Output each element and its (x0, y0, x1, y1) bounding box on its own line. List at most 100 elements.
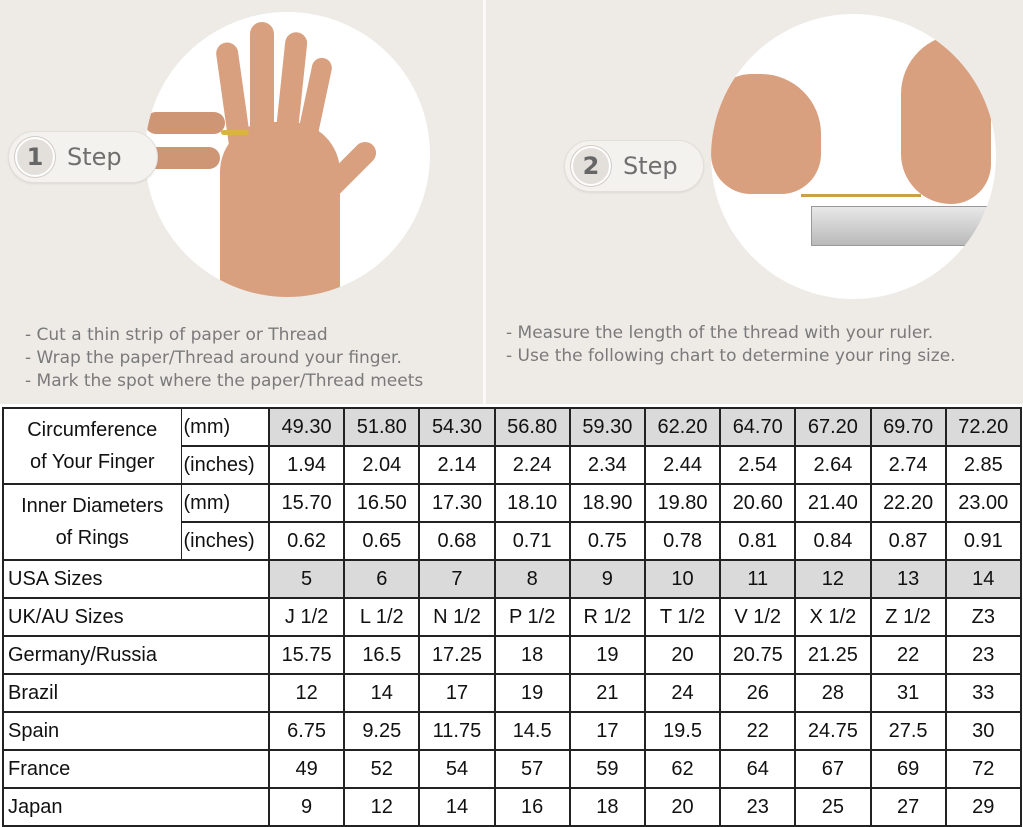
table-cell: 0.65 (343, 521, 421, 561)
table-cell: 21.25 (794, 635, 872, 675)
table-cell: 62 (643, 749, 722, 789)
table-cell: 2.44 (643, 445, 722, 485)
table-cell: 59.30 (568, 407, 646, 447)
row-label: Brazil (2, 673, 270, 713)
step-1-badge: 1 Step (8, 131, 158, 183)
table-cell: 23 (719, 787, 797, 827)
table-cell: 0.71 (493, 521, 571, 561)
unit-label: (mm) (180, 407, 270, 447)
table-cell: 2.34 (568, 445, 646, 485)
table-cell: 54 (418, 749, 496, 789)
instruction-line: - Mark the spot where the paper/Thread m… (25, 371, 424, 391)
table-cell: 6 (343, 559, 421, 599)
table-cell: 11.75 (418, 711, 496, 751)
table-cell: 29 (944, 787, 1022, 827)
table-cell: 11 (719, 559, 797, 599)
table-cell: 67.20 (794, 407, 872, 447)
table-cell: 10 (643, 559, 722, 599)
table-cell: 69 (869, 749, 947, 789)
table-cell: 16 (493, 787, 571, 827)
step-label: Step (623, 152, 678, 180)
instruction-line: - Wrap the paper/Thread around your fing… (25, 348, 402, 368)
ring-size-table: Circumference of Your Finger (mm) 49.30 51.8… (2, 407, 1022, 827)
table-cell: 59 (568, 749, 646, 789)
table-row: (inches) 1.94 2.04 2.14 2.24 2.34 2.44 2.54 2.64… (3, 445, 1022, 485)
table-cell: 0.62 (267, 521, 346, 561)
table-cell: 7 (418, 559, 496, 599)
table-cell: 2.64 (794, 445, 872, 485)
table-row: Brazil 12 14 17 19 21 24 26 28 31 33 (2, 673, 1022, 713)
row-label: USA Sizes (2, 559, 270, 599)
table-cell: 19 (568, 635, 646, 675)
unit-label: (inches) (180, 521, 270, 561)
table-cell: 14.5 (493, 711, 571, 751)
divider (483, 0, 486, 404)
table-cell: 0.91 (944, 521, 1022, 561)
table-cell: 12 (794, 559, 872, 599)
table-cell: 17 (418, 673, 496, 713)
table-cell: 19 (493, 673, 571, 713)
table-cell: 20 (643, 635, 722, 675)
table-cell: 24.75 (794, 711, 872, 751)
table-cell: 54.30 (418, 407, 496, 447)
table-cell: 18 (493, 635, 571, 675)
step-2-badge: 2 Step (564, 140, 704, 192)
table-cell: 0.81 (719, 521, 797, 561)
table-cell: 52 (343, 749, 421, 789)
table-cell: 28 (794, 673, 872, 713)
table-cell: 17.30 (418, 483, 496, 523)
table-row: USA Sizes 5 6 7 8 9 10 11 12 13 14 (2, 559, 1022, 599)
table-cell: 9.25 (343, 711, 421, 751)
table-cell: 2.54 (719, 445, 797, 485)
table-cell: 0.78 (643, 521, 722, 561)
table-cell: 2.85 (944, 445, 1022, 485)
table-cell: 13 (869, 559, 947, 599)
table-cell: X 1/2 (794, 597, 872, 637)
step-number: 1 (15, 137, 55, 177)
table-cell: 14 (343, 673, 421, 713)
table-cell: P 1/2 (493, 597, 571, 637)
table-row: Germany/Russia 15.75 16.5 17.25 18 19 20 20.75 2… (2, 635, 1022, 675)
table-cell: 2.74 (869, 445, 947, 485)
table-cell: 27 (869, 787, 947, 827)
table-cell: 26 (719, 673, 797, 713)
table-row: Circumference of Your Finger (mm) 49.30 51.8… (2, 407, 1022, 485)
table-cell: Z 1/2 (869, 597, 947, 637)
table-cell: 16.5 (343, 635, 421, 675)
table-cell: 25 (794, 787, 872, 827)
table-cell: 14 (418, 787, 496, 827)
table-cell: 67 (794, 749, 872, 789)
table-cell: 72.20 (944, 407, 1022, 447)
table-cell: 30 (944, 711, 1022, 751)
table-row: Japan 9 12 14 16 18 20 23 25 27 29 (2, 787, 1022, 827)
table-cell: 1.94 (267, 445, 346, 485)
table-cell: 0.87 (869, 521, 947, 561)
row-label: Germany/Russia (2, 635, 270, 675)
table-cell: 69.70 (869, 407, 947, 447)
instruction-line: - Measure the length of the thread with … (506, 323, 934, 343)
table-cell: 18.90 (568, 483, 646, 523)
step-2-panel: 2 Step - Measure the length of the threa… (486, 0, 1023, 404)
table-cell: N 1/2 (418, 597, 496, 637)
table-cell: T 1/2 (643, 597, 722, 637)
unit-label: (inches) (180, 445, 270, 485)
hand-photo (145, 12, 430, 297)
group-label-line: of Rings (55, 527, 129, 549)
table-cell: 33 (944, 673, 1022, 713)
table-cell: 24 (643, 673, 722, 713)
group-label-line: Circumference (27, 419, 158, 441)
table-cell: 9 (568, 559, 646, 599)
table-cell: 6.75 (267, 711, 346, 751)
table-cell: 18.10 (493, 483, 571, 523)
table-cell: 19.5 (643, 711, 722, 751)
step-2-instructions: - Measure the length of the thread with … (506, 322, 956, 368)
table-cell: 27.5 (869, 711, 947, 751)
row-label: UK/AU Sizes (2, 597, 270, 637)
table-cell: 14 (944, 559, 1022, 599)
ruler-photo (711, 14, 996, 299)
table-cell: 49 (267, 749, 346, 789)
table-cell: 23.00 (944, 483, 1022, 523)
step-1-instructions: - Cut a thin strip of paper or Thread - … (25, 324, 423, 393)
row-label: France (2, 749, 270, 789)
table-cell: 16.50 (343, 483, 421, 523)
